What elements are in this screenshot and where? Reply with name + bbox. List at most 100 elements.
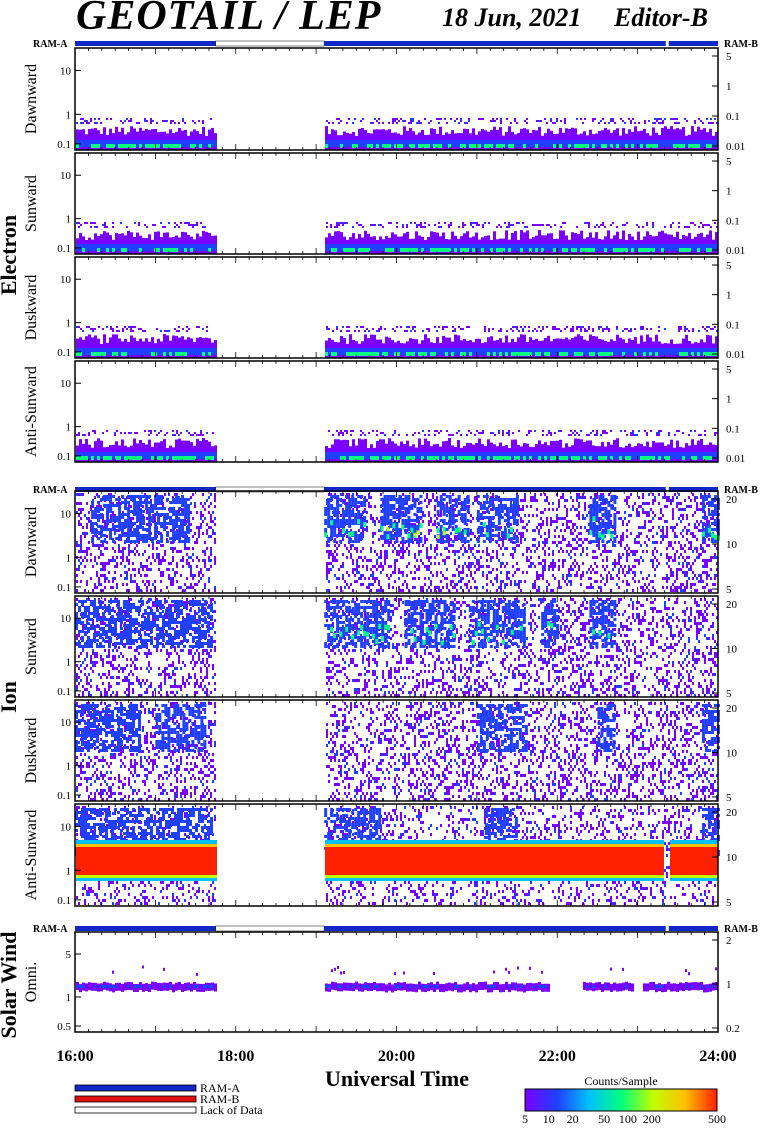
spectrogram-cell (550, 244, 553, 251)
spectrogram-cell (466, 565, 468, 568)
spectrogram-cell (202, 550, 204, 553)
spectrogram-cell (106, 326, 108, 328)
spectrogram-cell (516, 493, 518, 496)
spectrogram-cell (172, 559, 174, 562)
spectrogram-cell (576, 574, 578, 577)
spectrogram-cell (518, 514, 520, 517)
spectrogram-cell (500, 502, 502, 505)
spectrogram-cell (646, 144, 649, 148)
spectrogram-cell (475, 140, 478, 147)
spectrogram-cell (697, 244, 700, 251)
spectrogram-cell (348, 550, 350, 553)
spectrogram-cell (340, 430, 342, 432)
spectrogram-cell (576, 535, 578, 538)
spectrogram-cell (610, 144, 613, 148)
spectrogram-cell (462, 224, 464, 226)
spectrogram-cell (544, 244, 547, 251)
spectrogram-cell (538, 452, 541, 459)
spectrogram-cell (692, 328, 694, 330)
spectrogram-cell (146, 574, 148, 577)
spectrogram-cell (178, 144, 181, 148)
spectrogram-cell (580, 439, 583, 462)
spectrogram-cell (374, 224, 376, 226)
spectrogram-cell (506, 562, 508, 565)
spectrogram-cell (502, 553, 504, 556)
spectrogram-cell (79, 233, 82, 254)
spectrogram-cell (706, 330, 708, 332)
spectrogram-cell (372, 520, 374, 523)
spectrogram-cell (190, 144, 193, 148)
spectrogram-cell (439, 140, 442, 147)
spectrogram-cell (434, 499, 436, 502)
spectrogram-cell (616, 128, 619, 150)
spectrogram-cell (631, 452, 634, 459)
spectrogram-cell (520, 352, 523, 356)
spectrogram-cell (376, 348, 379, 355)
spectrogram-cell (674, 122, 676, 124)
spectrogram-cell (364, 508, 366, 511)
spectrogram-cell (578, 517, 580, 520)
spectrogram-cell (352, 248, 355, 252)
spectrogram-cell (421, 452, 424, 459)
spectrogram-cell (326, 544, 328, 547)
spectrogram-cell (595, 244, 598, 251)
spectrogram-cell (326, 499, 328, 502)
spectrogram-cell (124, 348, 127, 355)
spectrogram-cell (170, 583, 172, 586)
spectrogram-cell (583, 452, 586, 459)
spectrogram-cell (424, 226, 426, 228)
spectrogram-cell (444, 326, 446, 328)
spectrogram-cell (368, 559, 370, 562)
spectrogram-cell (194, 122, 196, 124)
spectrogram-cell (340, 514, 342, 517)
spectrogram-cell (694, 430, 696, 432)
spectrogram-cell (532, 140, 535, 147)
spectrogram-cell (121, 144, 124, 148)
spectrogram-cell (328, 571, 330, 574)
spectrogram-cell (598, 122, 600, 124)
spectrogram-cell (144, 565, 146, 568)
right-tick-label: 0.1 (726, 319, 740, 331)
spectrogram-cell (598, 452, 601, 459)
spectrogram-cell (572, 499, 574, 502)
spectrogram-cell (146, 226, 148, 228)
spectrogram-cell (334, 140, 337, 147)
spectrogram-cell (542, 574, 544, 577)
spectrogram-cell (510, 583, 512, 586)
spectrogram-cell (328, 580, 330, 583)
spectrogram-cell (530, 556, 532, 559)
spectrogram-cell (592, 144, 595, 148)
spectrogram-cell (394, 118, 396, 120)
spectrogram-cell (697, 248, 700, 252)
spectrogram-cell (166, 244, 169, 251)
spectrogram-cell (150, 499, 152, 502)
spectrogram-cell (100, 508, 102, 511)
spectrogram-cell (510, 122, 512, 124)
spectrogram-cell (180, 432, 182, 434)
spectrogram-cell (553, 144, 556, 148)
spectrogram-cell (138, 571, 140, 574)
spectrogram-cell (434, 508, 436, 511)
spectrogram-cell (112, 144, 115, 148)
spectrogram-cell (708, 122, 710, 124)
spectrogram-cell (576, 526, 578, 529)
spectrogram-cell (458, 430, 460, 432)
spectrogram-cell (646, 222, 648, 224)
spectrogram-cell (334, 544, 336, 547)
spectrogram-cell (460, 144, 463, 148)
spectrogram-cell (506, 432, 508, 434)
spectrogram-cell (588, 434, 590, 436)
spectrogram-cell (416, 538, 418, 541)
spectrogram-cell (474, 535, 476, 538)
spectrogram-cell (430, 140, 433, 147)
spectrogram-cell (444, 493, 446, 496)
spectrogram-cell (562, 517, 564, 520)
spectrogram-cell (163, 140, 166, 147)
spectrogram-cell (358, 456, 361, 460)
spectrogram-cell (418, 244, 421, 251)
spectrogram-cell (604, 456, 607, 460)
spectrogram-cell (328, 544, 330, 547)
spectrogram-cell (530, 550, 532, 553)
spectrogram-cell (85, 438, 88, 462)
spectrogram-cell (352, 439, 355, 462)
